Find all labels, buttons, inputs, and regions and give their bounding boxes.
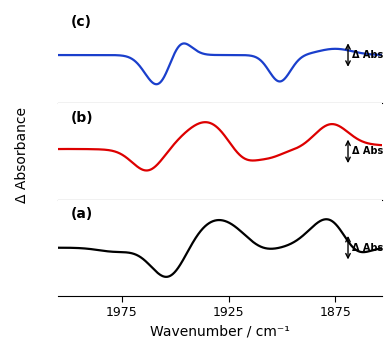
Text: (a): (a)	[71, 207, 93, 221]
Text: Δ Abs = 0.1: Δ Abs = 0.1	[352, 50, 386, 60]
Text: Δ Abs = 0.004: Δ Abs = 0.004	[352, 243, 386, 253]
Text: (c): (c)	[71, 14, 92, 29]
Text: Δ Abs = 0.0002: Δ Abs = 0.0002	[352, 146, 386, 157]
X-axis label: Wavenumber / cm⁻¹: Wavenumber / cm⁻¹	[150, 325, 290, 339]
Text: Δ Absorbance: Δ Absorbance	[15, 107, 29, 203]
Text: (b): (b)	[71, 111, 93, 125]
